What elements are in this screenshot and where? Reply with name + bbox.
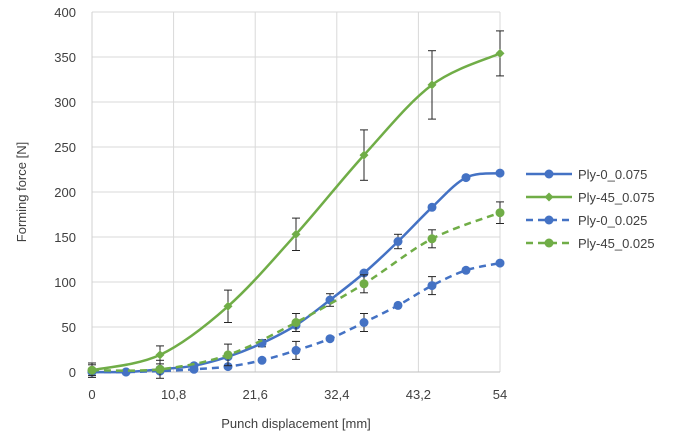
y-tick-label: 200 [54,185,76,200]
data-point [427,281,437,291]
data-point [461,173,471,183]
x-tick-label: 10,8 [161,387,186,402]
data-point [223,350,233,360]
y-tick-label: 300 [54,95,76,110]
data-point [291,345,301,355]
data-point [87,365,97,375]
x-tick-labels: 0 10,8 21,6 32,4 43,2 54 [88,387,507,402]
series-4 [87,201,505,379]
data-point [461,265,471,275]
data-point [121,367,131,377]
y-tick-label: 0 [69,365,76,380]
data-point [427,234,437,244]
legend-item: Ply-45_0.025 [526,236,655,251]
data-point [393,237,403,246]
legend-label: Ply-0_0.025 [578,213,647,228]
data-point [495,48,505,58]
data-point [291,318,301,327]
legend-item: Ply-0_0.025 [526,213,647,228]
y-tick-label: 400 [54,5,76,20]
y-tick-labels: 0 50 100 150 200 250 300 350 400 [54,5,76,380]
x-axis-title: Punch displacement [mm] [221,416,371,431]
legend-marker [544,238,554,248]
data-point [223,362,233,372]
data-point [189,364,199,374]
y-tick-label: 250 [54,140,76,155]
data-point [223,301,233,311]
legend-marker [544,215,554,225]
legend-marker [544,169,554,179]
series-3 [87,258,505,377]
data-point [427,202,437,212]
data-point [155,350,165,360]
data-point [291,229,301,239]
data-point [325,334,335,344]
data-point [359,318,369,327]
legend-label: Ply-0_0.075 [578,167,647,182]
legend-label: Ply-45_0.075 [578,190,655,205]
legend-label: Ply-45_0.025 [578,236,655,251]
y-axis-title: Forming force [N] [14,142,29,242]
data-point [427,80,437,90]
grid-lines [92,11,501,372]
y-tick-label: 350 [54,50,76,65]
data-point [359,150,369,160]
data-point [393,300,403,310]
y-tick-label: 50 [62,320,76,335]
data-point [359,279,369,289]
x-tick-label: 21,6 [243,387,268,402]
x-tick-label: 32,4 [324,387,349,402]
legend-marker [544,192,554,202]
data-point [495,258,505,268]
y-tick-label: 100 [54,275,76,290]
series-layer [87,30,505,379]
y-tick-label: 150 [54,230,76,245]
legend-item: Ply-45_0.075 [526,190,655,205]
legend: Ply-0_0.075 Ply-45_0.075 Ply-0_0.025 Ply-45… [526,167,655,251]
data-point [257,355,267,365]
x-tick-label: 54 [493,387,507,402]
legend-item: Ply-0_0.075 [526,167,647,182]
data-point [155,364,165,374]
data-point [495,208,505,218]
x-tick-label: 43,2 [406,387,431,402]
x-tick-label: 0 [88,387,95,402]
data-point [495,168,505,178]
